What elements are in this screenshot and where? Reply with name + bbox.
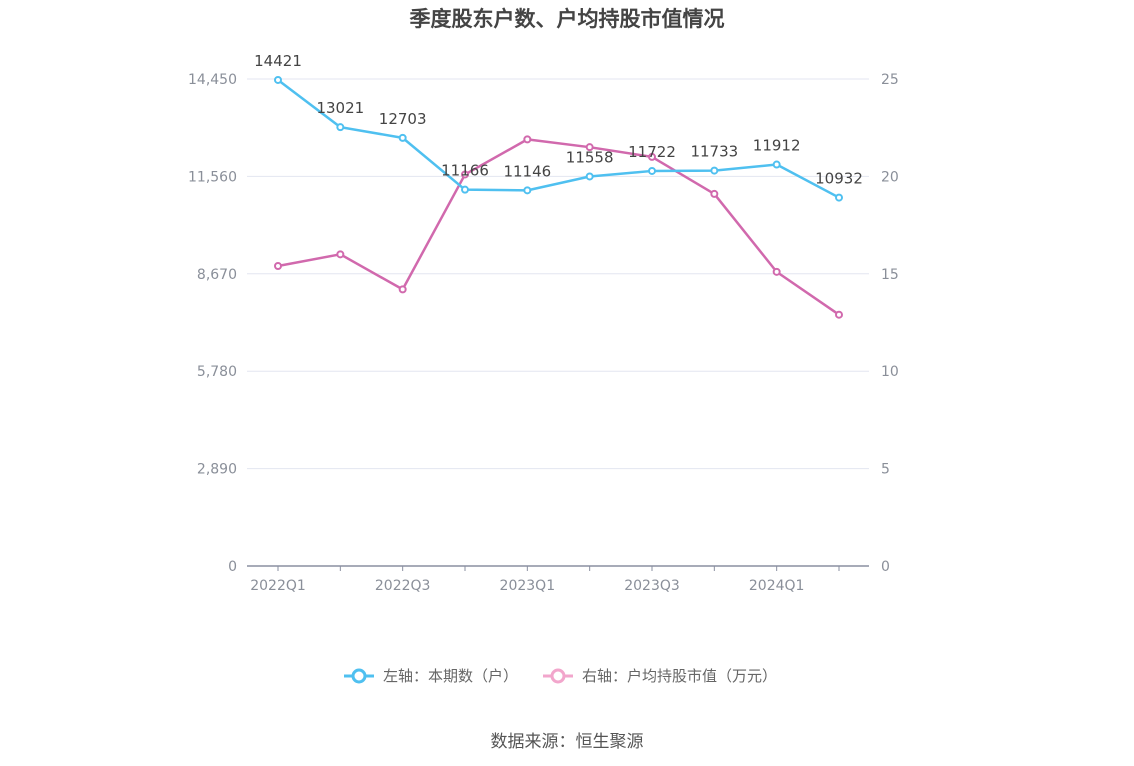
series-left-point [336, 123, 345, 132]
data-label: 11558 [566, 148, 614, 166]
data-labels: 14421 13021 12703 11166 11146 11558 11722 11733… [254, 52, 863, 188]
series-left-point [648, 166, 656, 175]
series-left [274, 75, 843, 202]
legend-left-label: 左轴：本期数（户） [383, 667, 518, 685]
data-label: 11733 [690, 143, 738, 161]
series-right-point [274, 262, 282, 271]
right-tick-label: 5 [881, 462, 890, 478]
x-axis: 2022Q1 2022Q3 2023Q1 2023Q3 2024Q1 [247, 565, 869, 594]
series-left-point [398, 133, 407, 142]
legend-left-marker [351, 668, 367, 684]
right-tick-label: 20 [881, 169, 899, 185]
series-right-point [772, 267, 781, 276]
series-right-line [277, 138, 840, 316]
series-left-point [274, 75, 282, 84]
series-right-point [585, 143, 594, 152]
right-axis-ticks: 0 5 10 15 20 25 [881, 72, 899, 575]
left-tick-label: 14,450 [188, 72, 237, 88]
data-label: 11912 [753, 137, 801, 155]
series-right-point [523, 135, 532, 144]
data-label: 11166 [441, 162, 489, 180]
data-label: 11146 [503, 162, 551, 180]
right-tick-label: 25 [881, 72, 899, 88]
grid-lines [247, 78, 869, 470]
source-note: 数据来源：恒生聚源 [491, 732, 644, 752]
x-tick-label: 2022Q3 [375, 578, 431, 594]
series-left-point [835, 193, 843, 202]
series-left-point [710, 166, 719, 175]
legend: 左轴：本期数（户） 右轴：户均持股市值（万元） [344, 667, 777, 685]
right-tick-label: 10 [881, 364, 899, 380]
series-left-point [461, 185, 469, 194]
series-left-point [585, 172, 594, 181]
legend-item-left[interactable]: 左轴：本期数（户） [344, 667, 518, 685]
data-label: 13021 [316, 99, 364, 117]
series-right-point [710, 189, 719, 198]
right-tick-label: 15 [881, 267, 899, 283]
x-tick-label: 2023Q1 [500, 578, 556, 594]
legend-right-marker [550, 668, 566, 684]
series-left-line [277, 78, 840, 199]
series-left-point [772, 160, 781, 169]
left-tick-label: 2,890 [197, 462, 237, 478]
x-tick-label: 2022Q1 [250, 578, 306, 594]
left-tick-label: 8,670 [197, 267, 237, 283]
series-left-point [523, 186, 532, 195]
series-right [274, 135, 843, 319]
data-label: 12703 [379, 110, 427, 128]
data-label: 14421 [254, 52, 302, 70]
series-right-point [461, 170, 469, 179]
data-label: 10932 [815, 170, 863, 188]
left-tick-label: 5,780 [197, 364, 237, 380]
left-axis-ticks: 0 2,890 5,780 8,670 11,560 14,450 [188, 72, 237, 575]
series-right-point [336, 250, 345, 259]
series-right-point [398, 285, 407, 294]
chart-title: 季度股东户数、户均持股市值情况 [410, 7, 725, 31]
legend-item-right[interactable]: 右轴：户均持股市值（万元） [543, 667, 777, 685]
series-right-point [648, 152, 656, 161]
legend-right-label: 右轴：户均持股市值（万元） [582, 667, 777, 685]
left-tick-label: 0 [228, 559, 237, 575]
right-tick-label: 0 [881, 559, 890, 575]
x-tick-label: 2024Q1 [749, 578, 805, 594]
x-tick-label: 2023Q3 [624, 578, 680, 594]
left-tick-label: 11,560 [188, 169, 237, 185]
series-right-point [835, 310, 843, 319]
data-label: 11722 [628, 143, 676, 161]
